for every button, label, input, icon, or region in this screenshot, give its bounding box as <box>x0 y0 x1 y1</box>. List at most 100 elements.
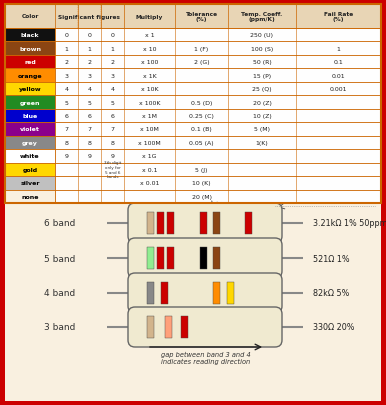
Text: 1: 1 <box>88 47 91 51</box>
Text: 0: 0 <box>64 33 68 38</box>
Bar <box>55 43 381 56</box>
Text: 330Ω 20%: 330Ω 20% <box>313 323 354 332</box>
Text: Temp. Coeff.
(ppm/K): Temp. Coeff. (ppm/K) <box>241 12 283 22</box>
Text: gap between band 3 and 4
indicates reading direction: gap between band 3 and 4 indicates readi… <box>161 351 251 364</box>
Text: 4: 4 <box>64 87 68 92</box>
Text: 0.001: 0.001 <box>330 87 347 92</box>
Text: 10 (K): 10 (K) <box>192 181 211 186</box>
Bar <box>55 123 381 136</box>
Bar <box>5 123 55 136</box>
Text: 1: 1 <box>64 47 68 51</box>
Bar <box>200 247 207 269</box>
Bar <box>5 56 55 69</box>
Text: 4 band: 4 band <box>44 289 75 298</box>
Text: 20 (Z): 20 (Z) <box>252 100 271 105</box>
Bar <box>55 190 381 203</box>
Text: blue: blue <box>22 114 37 119</box>
Text: red: red <box>24 60 36 65</box>
Bar <box>55 29 381 43</box>
Bar <box>167 247 174 269</box>
Text: 0: 0 <box>88 33 91 38</box>
Bar <box>5 29 55 43</box>
Bar <box>5 163 55 177</box>
Text: x 1: x 1 <box>145 33 154 38</box>
Bar <box>227 282 234 304</box>
Text: 6: 6 <box>64 114 68 119</box>
Text: 6: 6 <box>88 114 91 119</box>
Bar <box>5 83 55 96</box>
Text: Fail Rate
(%): Fail Rate (%) <box>324 12 353 22</box>
Bar <box>5 5 381 29</box>
Text: 2: 2 <box>88 60 91 65</box>
Bar <box>55 69 381 83</box>
Text: x 10K: x 10K <box>141 87 158 92</box>
Text: gold: gold <box>22 167 37 173</box>
Text: 0.1: 0.1 <box>334 60 344 65</box>
Bar <box>147 213 154 234</box>
Text: Tolerance
(%): Tolerance (%) <box>185 12 218 22</box>
Bar <box>147 282 154 304</box>
Text: 5 band: 5 band <box>44 254 75 263</box>
Text: 7: 7 <box>64 127 68 132</box>
Bar <box>5 109 55 123</box>
FancyBboxPatch shape <box>128 307 282 347</box>
Text: 10 (Z): 10 (Z) <box>252 114 271 119</box>
Bar <box>245 213 252 234</box>
Bar <box>165 316 172 338</box>
Bar <box>5 203 381 401</box>
Text: 250 (U): 250 (U) <box>251 33 274 38</box>
Text: 6 band: 6 band <box>44 219 75 228</box>
Text: 1(K): 1(K) <box>256 141 268 145</box>
Bar <box>200 213 207 234</box>
Text: x 10M: x 10M <box>140 127 159 132</box>
Bar <box>5 69 55 83</box>
Bar <box>5 43 55 56</box>
Bar <box>5 5 381 203</box>
Text: 3.21kΩ 1% 50ppm/K: 3.21kΩ 1% 50ppm/K <box>313 219 386 228</box>
Bar <box>5 136 55 150</box>
Text: 1 (F): 1 (F) <box>195 47 208 51</box>
Text: x 100K: x 100K <box>139 100 160 105</box>
Text: 0.05 (A): 0.05 (A) <box>189 141 214 145</box>
FancyBboxPatch shape <box>128 239 282 278</box>
Text: 82kΩ 5%: 82kΩ 5% <box>313 289 349 298</box>
Text: 8: 8 <box>88 141 91 145</box>
Text: brown: brown <box>19 47 41 51</box>
Bar <box>5 177 55 190</box>
Text: 25 (Q): 25 (Q) <box>252 87 272 92</box>
FancyBboxPatch shape <box>128 203 282 243</box>
Bar <box>55 96 381 109</box>
Text: 5: 5 <box>88 100 91 105</box>
Bar <box>157 213 164 234</box>
Bar <box>5 96 55 109</box>
Text: x 0.01: x 0.01 <box>140 181 159 186</box>
Text: x 100M: x 100M <box>138 141 161 145</box>
Text: 50 (R): 50 (R) <box>252 60 271 65</box>
Text: x 0.1: x 0.1 <box>142 167 157 173</box>
Text: 3th digit
only for
5 and 6
bands: 3th digit only for 5 and 6 bands <box>104 161 121 179</box>
Text: 0.25 (C): 0.25 (C) <box>189 114 214 119</box>
FancyBboxPatch shape <box>128 273 282 313</box>
Text: Significant figures: Significant figures <box>59 15 120 19</box>
Bar <box>147 247 154 269</box>
Text: 2 (G): 2 (G) <box>194 60 209 65</box>
Text: 9: 9 <box>64 154 68 159</box>
Bar <box>55 177 381 190</box>
Text: 6: 6 <box>110 114 114 119</box>
Text: 20 (M): 20 (M) <box>191 194 212 199</box>
Text: 2: 2 <box>64 60 68 65</box>
Text: silver: silver <box>20 181 40 186</box>
Bar <box>55 56 381 69</box>
Text: 0.1 (B): 0.1 (B) <box>191 127 212 132</box>
Text: 3: 3 <box>64 73 68 79</box>
Text: 5 (M): 5 (M) <box>254 127 270 132</box>
Bar <box>213 213 220 234</box>
Text: 9: 9 <box>110 154 115 159</box>
Text: 5: 5 <box>64 100 68 105</box>
Bar <box>181 316 188 338</box>
Text: 0.5 (D): 0.5 (D) <box>191 100 212 105</box>
Text: x 1M: x 1M <box>142 114 157 119</box>
Text: 1: 1 <box>110 47 114 51</box>
Bar <box>5 5 381 203</box>
Text: 7: 7 <box>110 127 115 132</box>
